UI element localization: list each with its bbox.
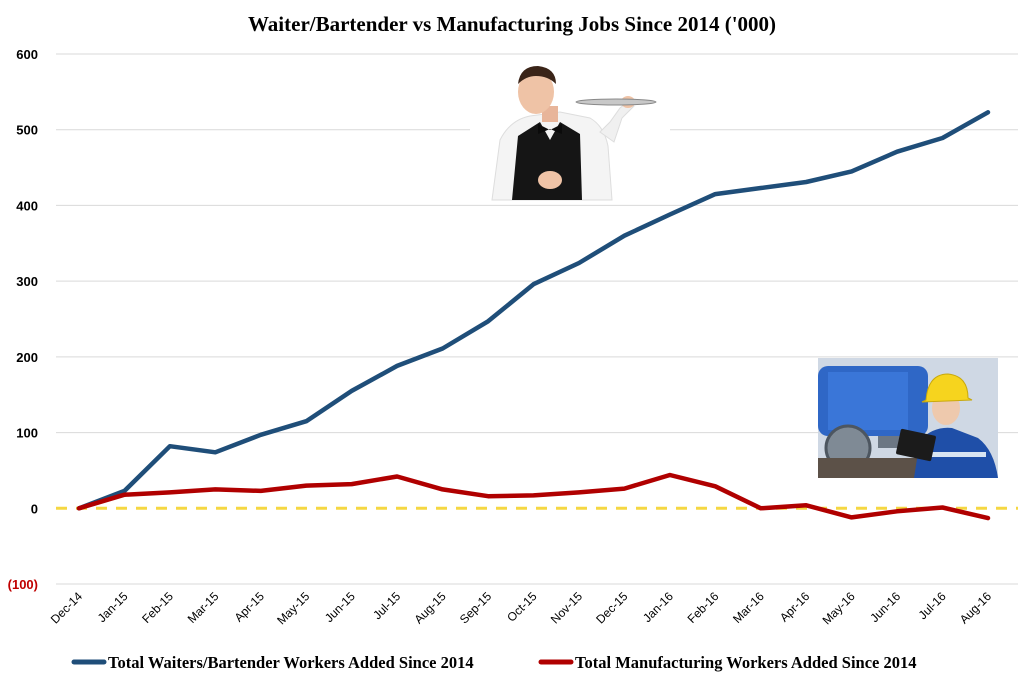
- x-tick-label: May-16: [820, 589, 858, 627]
- x-tick-label: Mar-15: [185, 589, 222, 626]
- x-tick-label: Apr-16: [777, 589, 813, 625]
- series-line-waiters: [76, 110, 991, 511]
- waiter-hand: [538, 171, 562, 189]
- series-line-manufacturing: [76, 472, 991, 521]
- x-tick-label: Dec-14: [48, 589, 85, 626]
- waiter-photo: [470, 62, 670, 201]
- y-tick-label: (100): [8, 577, 38, 592]
- x-tick-label: Mar-16: [730, 589, 767, 626]
- waiter-hair: [518, 66, 556, 84]
- x-tick-label: Jul-16: [916, 589, 949, 622]
- y-tick-label: 200: [16, 350, 38, 365]
- x-tick-label: Dec-15: [593, 589, 630, 626]
- x-axis-ticks: Dec-14 Jan-15 Feb-15 Mar-15 Apr-15 May-15 Jun-…: [48, 589, 994, 627]
- worker-vest-stripe: [930, 452, 986, 457]
- x-tick-label: Sep-15: [457, 589, 494, 626]
- x-tick-label: Aug-16: [957, 589, 994, 626]
- x-tick-label: Jul-15: [370, 589, 403, 622]
- y-tick-label: 400: [16, 198, 38, 213]
- legend-label-waiters: Total Waiters/Bartender Workers Added Si…: [108, 653, 474, 672]
- y-tick-label: 300: [16, 274, 38, 289]
- legend: Total Waiters/Bartender Workers Added Si…: [71, 653, 917, 672]
- machine-base: [818, 458, 933, 478]
- y-axis-ticks: 600 500 400 300 200 100 0 (100): [8, 47, 38, 592]
- x-tick-label: Aug-15: [411, 589, 448, 626]
- x-tick-label: Oct-15: [504, 589, 540, 625]
- x-tick-label: Apr-15: [232, 589, 268, 625]
- x-tick-label: Feb-15: [139, 589, 176, 626]
- waiter-bowtie: [538, 124, 562, 134]
- x-tick-label: Jun-16: [867, 589, 903, 625]
- y-tick-label: 0: [31, 501, 38, 516]
- y-tick-label: 600: [16, 47, 38, 62]
- chart-title: Waiter/Bartender vs Manufacturing Jobs S…: [248, 12, 776, 36]
- x-tick-label: May-15: [274, 589, 312, 627]
- legend-label-manufacturing: Total Manufacturing Workers Added Since …: [575, 653, 917, 672]
- x-tick-label: Nov-15: [548, 589, 585, 626]
- waiter-face: [518, 70, 554, 114]
- manufacturing-photo: [818, 358, 998, 478]
- waiter-tray: [575, 98, 657, 106]
- x-tick-label: Jun-15: [322, 589, 358, 625]
- x-tick-label: Feb-16: [685, 589, 722, 626]
- x-tick-label: Jan-15: [95, 589, 131, 625]
- series-lines: [76, 110, 991, 521]
- worker-tablet: [896, 428, 936, 462]
- gridlines: [56, 53, 1018, 585]
- worker-hardhat: [921, 373, 973, 403]
- x-tick-label: Jan-16: [640, 589, 676, 625]
- waiter-vest: [512, 122, 582, 200]
- y-tick-label: 500: [16, 123, 38, 138]
- machine-fins: [828, 372, 908, 430]
- y-tick-label: 100: [16, 426, 38, 441]
